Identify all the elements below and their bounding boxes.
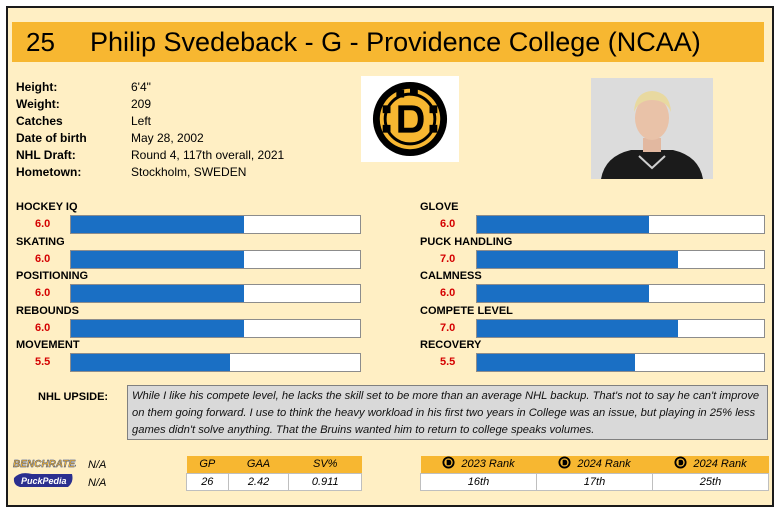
rank-header: 2024 Rank [652,456,769,473]
bio-label: Catches [16,114,63,128]
bio-label: Weight: [16,97,60,111]
stats-table: GP GAA SV% 26 2.42 0.911 [186,456,362,491]
attribute-bar-fill [71,250,245,268]
attribute-bar-fill [477,250,678,268]
bio-label: Date of birth [16,131,87,145]
attribute-bar [70,353,361,372]
attribute-bar-fill [477,319,678,337]
attribute-bar [476,215,765,234]
attribute-bar [476,284,765,303]
attribute-score: 6.0 [440,287,456,299]
attribute-name: MOVEMENT [16,339,80,351]
stat-header-gp: GP [186,456,229,473]
rank-header-label: 2024 Rank [693,458,747,471]
attribute-bar [70,215,361,234]
bruins-mini-icon [442,456,455,472]
header-bar: 25 Philip Svedeback - G - Providence Col… [12,22,764,62]
bio-value: May 28, 2002 [131,131,204,145]
attribute-bar-fill [477,216,650,233]
bio-label: Height: [16,80,58,94]
attribute-bar [476,318,765,338]
attribute-bar [476,249,765,269]
attribute-bar-fill [71,216,245,233]
player-title: Philip Svedeback - G - Providence Colleg… [90,26,701,57]
ranks-value-row: 16th 17th 25th [420,472,769,491]
attribute-score: 6.0 [35,218,51,230]
attribute-name: REBOUNDS [16,304,79,317]
attribute-score: 5.5 [35,356,51,368]
bio-label: Hometown: [16,165,82,179]
rank-header: 2024 Rank [536,456,653,473]
attribute-name: GLOVE [420,201,459,213]
attribute-name: CALMNESS [420,270,482,282]
attribute-bar [70,284,361,303]
stats-header-row: GP GAA SV% [186,456,362,473]
upside-text: While I like his compete level, he lacks… [127,385,768,440]
stat-value-svpct: 0.911 [288,472,362,491]
bio-value: 209 [131,97,152,111]
attribute-bar-fill [71,354,230,371]
stat-value-gaa: 2.42 [227,472,290,491]
attribute-score: 7.0 [440,252,456,265]
bio-value: Stockholm, SWEDEN [131,165,247,179]
benchrates-logo: BENCHRATES [13,459,76,470]
brand-logos: BENCHRATES PuckPedia [12,456,82,492]
benchrates-value: N/A [88,459,107,471]
puckpedia-logo: PuckPedia [21,476,67,486]
stat-value-gp: 26 [186,472,229,491]
attribute-bar-fill [477,285,650,302]
bruins-mini-icon [674,456,687,472]
ranks-table: 2023 Rank 2024 Rank 2024 Rank 16th 17th … [420,456,769,491]
rank-header: 2023 Rank [420,456,537,473]
attribute-name: COMPETE LEVEL [420,304,513,317]
attribute-score: 6.0 [35,321,51,334]
attribute-bar [70,318,361,338]
bio-value: Left [131,114,152,128]
attribute-score: 6.0 [35,287,51,299]
rank-value: 25th [652,472,769,491]
bio-label: NHL Draft: [16,148,76,162]
attribute-score: 7.0 [440,321,456,334]
bio-value: Round 4, 117th overall, 2021 [131,148,285,162]
stat-header-gaa: GAA [228,456,289,473]
attribute-score: 6.0 [440,218,456,230]
bruins-mini-icon [558,456,571,472]
player-number: 25 [26,26,55,57]
rank-value: 17th [536,472,653,491]
attribute-bar-fill [71,285,245,302]
puckpedia-value: N/A [88,477,107,489]
attribute-name: POSITIONING [16,270,89,282]
rank-header-label: 2023 Rank [461,458,515,471]
upside-label: NHL UPSIDE: [38,391,109,403]
rank-header-label: 2024 Rank [577,458,631,471]
attribute-bar-fill [477,354,635,371]
attribute-bar [476,353,765,372]
attribute-name: PUCK HANDLING [420,235,513,248]
attribute-name: HOCKEY IQ [16,201,78,213]
stats-value-row: 26 2.42 0.911 [186,472,362,491]
attribute-name: SKATING [16,235,65,248]
attribute-score: 6.0 [35,252,51,265]
attribute-bar-fill [71,319,245,337]
stat-header-svpct: SV% [288,456,362,473]
ranks-header-row: 2023 Rank 2024 Rank 2024 Rank [420,456,769,473]
attribute-name: RECOVERY [420,339,482,351]
attribute-bar [70,249,361,269]
bio-value: 6'4" [131,80,151,94]
attribute-score: 5.5 [440,356,456,368]
rank-value: 16th [420,472,537,491]
player-photo [591,78,713,179]
bruins-logo-icon [361,76,459,162]
